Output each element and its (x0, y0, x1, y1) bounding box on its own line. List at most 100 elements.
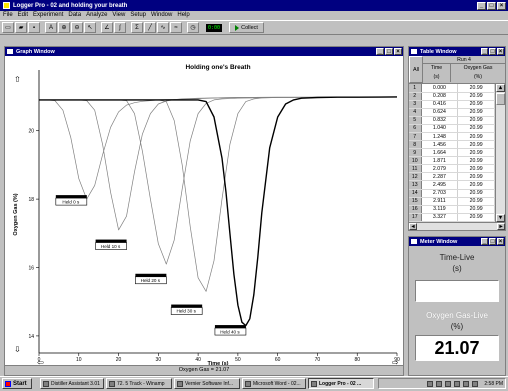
data-series-line-5[interactable] (39, 96, 398, 327)
annotation-box[interactable] (95, 242, 127, 250)
y-scale-down-icon[interactable]: ⇩ (14, 345, 21, 354)
collect-button[interactable]: Collect (229, 22, 265, 33)
menu-view[interactable]: View (112, 12, 126, 18)
menu-window[interactable]: Window (151, 12, 173, 18)
x-scale-right-icon[interactable]: ⇨ (392, 358, 399, 366)
time-cell[interactable]: 2.911 (421, 197, 459, 206)
table-minimize-button[interactable]: _ (481, 48, 488, 55)
scroll-down-button[interactable]: ▾ (496, 214, 505, 222)
taskbar-item-winamp[interactable]: 72. 5 Track - Winamp (106, 378, 172, 389)
menu-setup[interactable]: Setup (130, 12, 147, 18)
oxygen-cell[interactable]: 20.99 (457, 164, 495, 174)
oxygen-cell[interactable]: 20.99 (457, 124, 495, 133)
time-cell[interactable]: 0.416 (421, 100, 459, 109)
time-cell[interactable]: 1.871 (421, 156, 459, 166)
annotation-box[interactable] (214, 327, 247, 336)
scroll-right-button[interactable]: ▸ (497, 223, 505, 230)
oxygen-cell[interactable]: 20.99 (457, 197, 495, 206)
time-column-header[interactable]: Time (430, 65, 443, 71)
time-cell[interactable]: 0.832 (421, 116, 459, 125)
oxygen-cell[interactable]: 20.99 (457, 108, 495, 117)
table-row[interactable]: 11 2.079 20.99 (409, 164, 495, 174)
menu-help[interactable]: Help (177, 12, 190, 18)
table-close-button[interactable]: × (497, 48, 504, 55)
close-button[interactable]: × (497, 1, 506, 10)
tray-icon[interactable] (445, 380, 452, 387)
time-cell[interactable]: 1.456 (421, 140, 459, 150)
oxygen-cell[interactable]: 20.99 (457, 140, 495, 150)
save-icon[interactable]: ▪ (28, 22, 40, 33)
tangent-icon[interactable]: ∠ (101, 22, 113, 33)
time-cell[interactable]: 1.664 (421, 148, 459, 158)
examine-icon[interactable]: ↖ (84, 22, 96, 33)
oxygen-cell[interactable]: 20.99 (457, 172, 495, 182)
table-row[interactable]: 12 2.287 20.99 (409, 172, 495, 182)
table-row[interactable]: 15 2.911 20.99 (409, 197, 495, 206)
data-series-line-2[interactable] (39, 96, 398, 231)
data-collection-icon[interactable]: ◷ (187, 22, 199, 33)
taskbar-item-loggerpro[interactable]: Logger Pro - 02 ... (308, 378, 374, 389)
table-row[interactable]: 17 3.327 20.99 (409, 213, 495, 223)
oxygen-cell[interactable]: 20.99 (457, 92, 495, 101)
start-button[interactable]: Start (2, 378, 32, 389)
table-row[interactable]: 7 1.248 20.99 (409, 132, 495, 142)
curve-fit-icon[interactable]: ∿ (157, 22, 169, 33)
oxygen-chart[interactable]: Holding one's Breath ⇧ ⇩ ⇦ ⇨ 0 10 20 30 40 50 60 70 8… (5, 56, 403, 366)
maximize-button[interactable]: □ (487, 1, 496, 10)
graph-maximize-button[interactable]: □ (385, 48, 393, 55)
time-cell[interactable]: 1.248 (421, 132, 459, 142)
annotation-box[interactable] (170, 307, 203, 315)
graph-close-button[interactable]: × (394, 48, 402, 55)
integral-icon[interactable]: ∫ (114, 22, 126, 33)
volume-icon[interactable] (472, 380, 479, 387)
time-cell[interactable]: 2.703 (421, 189, 459, 198)
menu-file[interactable]: File (3, 12, 13, 18)
table-horizontal-scrollbar[interactable]: ◂ ▸ (409, 222, 505, 230)
time-cell[interactable]: 1.040 (421, 124, 459, 133)
scroll-thumb[interactable] (496, 93, 505, 105)
tray-icon[interactable] (463, 380, 470, 387)
oxygen-cell[interactable]: 20.99 (457, 156, 495, 166)
minimize-button[interactable]: _ (477, 1, 486, 10)
linear-fit-icon[interactable]: ╱ (144, 22, 156, 33)
time-cell[interactable]: 0.624 (421, 108, 459, 117)
x-scale-left-icon[interactable]: ⇦ (37, 358, 44, 366)
oxygen-cell[interactable]: 20.99 (457, 116, 495, 125)
table-maximize-button[interactable]: □ (489, 48, 496, 55)
data-series-line-1[interactable] (39, 96, 398, 200)
table-row[interactable]: 3 0.416 20.99 (409, 100, 495, 109)
table-row[interactable]: 16 3.119 20.99 (409, 205, 495, 214)
time-cell[interactable]: 2.079 (421, 164, 459, 174)
time-cell[interactable]: 0.000 (421, 84, 459, 93)
table-vertical-scrollbar[interactable]: ▴ ▾ (495, 84, 505, 222)
table-row[interactable]: 5 0.832 20.99 (409, 116, 495, 125)
meter-minimize-button[interactable]: _ (481, 238, 488, 245)
scroll-up-button[interactable]: ▴ (496, 84, 505, 92)
table-row[interactable]: 13 2.495 20.99 (409, 180, 495, 190)
menu-experiment[interactable]: Experiment (33, 12, 64, 18)
table-row[interactable]: 10 1.871 20.99 (409, 156, 495, 166)
taskbar-item-distiller[interactable]: Distiller Assistant 3.01 (40, 378, 104, 389)
time-cell[interactable]: 3.119 (421, 205, 459, 214)
table-row[interactable]: 8 1.456 20.99 (409, 140, 495, 150)
oxygen-cell[interactable]: 20.99 (457, 100, 495, 109)
taskbar-item-word[interactable]: Microsoft Word - 02... (242, 378, 306, 389)
oxygen-column-header[interactable]: Oxygen Gas (463, 65, 493, 71)
taskbar-item-vernier[interactable]: Vernier Software Inf... (174, 378, 240, 389)
table-row[interactable]: 9 1.664 20.99 (409, 148, 495, 158)
y-scale-up-icon[interactable]: ⇧ (14, 75, 21, 84)
zoom-in-icon[interactable]: ⊕ (58, 22, 70, 33)
oxygen-cell[interactable]: 20.99 (457, 205, 495, 214)
new-file-icon[interactable]: ▭ (2, 22, 14, 33)
tray-icon[interactable] (436, 380, 443, 387)
meter-close-button[interactable]: × (497, 238, 504, 245)
data-series-line-4[interactable] (39, 96, 398, 292)
oxygen-cell[interactable]: 20.99 (457, 132, 495, 142)
oxygen-cell[interactable]: 20.99 (457, 84, 495, 93)
data-series-line-3[interactable] (39, 96, 398, 265)
menu-data[interactable]: Data (68, 12, 82, 18)
model-icon[interactable]: ≈ (170, 22, 182, 33)
zoom-out-icon[interactable]: ⊖ (71, 22, 83, 33)
time-cell[interactable]: 2.287 (421, 172, 459, 182)
time-cell[interactable]: 2.495 (421, 180, 459, 190)
